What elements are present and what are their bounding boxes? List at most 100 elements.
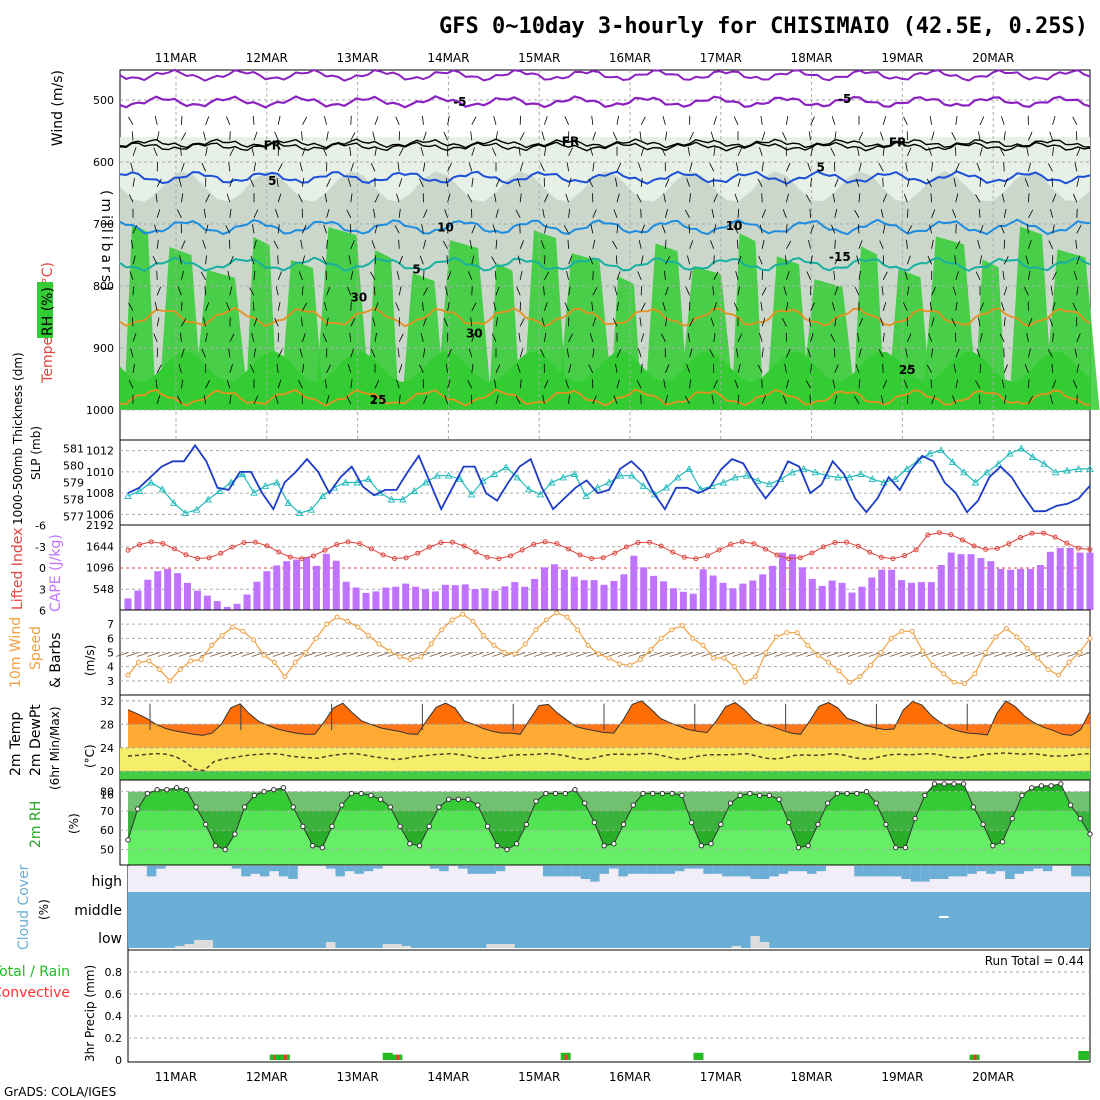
wind10m-label-b: Speed	[28, 626, 44, 670]
high-cloud-bar	[646, 866, 657, 874]
wind-barb	[665, 286, 669, 296]
high-cloud-bar	[146, 866, 157, 877]
wind-barb	[253, 270, 256, 280]
wind-barb	[736, 162, 739, 172]
wind-barb	[326, 286, 331, 296]
wind-barb	[951, 132, 957, 141]
wind-barb	[588, 364, 594, 373]
wind-barb	[638, 239, 642, 249]
cape-bar	[352, 587, 360, 610]
wind-barb	[203, 208, 206, 218]
wind-barb	[1026, 332, 1029, 342]
wind-barb	[907, 147, 912, 156]
wind-barb	[322, 333, 327, 342]
wind-speed-marker	[658, 635, 664, 641]
millibars-axis-label: (millibars)	[98, 190, 114, 294]
high-cloud-bar	[854, 866, 864, 877]
thickness-tick: 577	[63, 511, 84, 524]
wind-barb	[201, 162, 206, 172]
wind-barb	[302, 302, 308, 311]
lifted-index-marker	[241, 540, 247, 546]
high-cloud-bar	[1080, 866, 1090, 877]
wind-barb	[517, 178, 521, 187]
wind-barb	[592, 395, 597, 404]
wind-barb	[302, 333, 306, 342]
lifted-index-marker	[310, 553, 316, 559]
wind-barb-10m	[136, 652, 150, 657]
cape-bar	[531, 578, 539, 610]
cape-bar	[422, 589, 430, 610]
wind-speed-marker	[826, 659, 832, 665]
wind-barb	[1076, 177, 1080, 187]
cape-bar	[927, 582, 935, 610]
wind-barb	[564, 302, 569, 311]
wind-barb	[808, 131, 811, 141]
rh-shading	[120, 137, 1100, 410]
slp-tick: 1010	[86, 466, 114, 479]
wind-barb	[592, 162, 595, 172]
wind-barb	[687, 332, 690, 342]
wind-barb	[398, 255, 403, 265]
wind-barb	[470, 317, 473, 327]
thickness-marker	[960, 468, 968, 476]
lifted-index-marker	[554, 541, 560, 547]
wind-barb	[953, 363, 957, 373]
wind-barb	[373, 208, 376, 218]
wind-barb	[640, 224, 645, 234]
wind-barb	[347, 364, 352, 373]
wind-barb	[200, 271, 206, 280]
wind-barb	[179, 255, 182, 265]
wind-barb	[1001, 193, 1005, 203]
rh-marker	[562, 790, 568, 797]
wind-barb	[713, 332, 716, 342]
wind-speed-marker	[993, 634, 999, 640]
wind-barb	[181, 162, 185, 172]
rh-marker	[436, 804, 442, 810]
wind-barb	[907, 333, 912, 342]
date-label-top: 16MAR	[609, 51, 651, 65]
rain-bar	[693, 1052, 704, 1060]
cape-bar	[669, 588, 677, 610]
wind-barb-10m	[701, 652, 714, 657]
wind-barb	[689, 193, 691, 203]
wind-barb	[181, 132, 187, 141]
wind-barb	[612, 240, 618, 250]
rh-marker	[144, 790, 151, 797]
wind-speed-marker	[407, 657, 413, 663]
cape-bar	[253, 581, 261, 610]
rh-marker	[193, 804, 199, 810]
lifted-index-marker	[507, 553, 513, 559]
wind-barb	[1028, 348, 1031, 358]
lifted-index-marker	[913, 547, 919, 553]
wind-barb	[806, 271, 811, 280]
rh-marker	[445, 796, 452, 803]
rh-marker	[1048, 783, 1054, 789]
slp-tick: 1012	[86, 445, 114, 458]
wind-barb-10m	[921, 652, 934, 657]
high-cloud-bar	[260, 866, 270, 877]
contour-label: 30	[466, 326, 483, 340]
temp-tick: 16	[100, 789, 114, 802]
wind-barb-10m	[565, 652, 578, 657]
wind-barb	[855, 178, 860, 187]
wind-barb	[955, 193, 959, 203]
thickness-tick: 578	[63, 494, 84, 507]
thickness-marker	[857, 470, 865, 477]
wind-barb	[181, 193, 184, 203]
contour-line	[119, 95, 1091, 109]
thickness-marker	[215, 487, 224, 494]
wind-barb	[519, 379, 522, 389]
rh-marker	[786, 819, 792, 826]
wind-tick: 7	[107, 618, 114, 631]
wind-speed-marker	[920, 648, 926, 654]
wind-barb	[346, 209, 352, 218]
cape-bar	[828, 580, 836, 610]
rh-marker	[630, 802, 636, 808]
wind-barb-10m	[555, 652, 568, 657]
wind-barb	[277, 349, 283, 358]
wind-barb	[834, 131, 837, 141]
lifted-index-marker	[531, 541, 537, 547]
thickness-marker	[307, 505, 315, 513]
wind-barb	[178, 178, 182, 187]
wind-barb	[156, 178, 162, 187]
